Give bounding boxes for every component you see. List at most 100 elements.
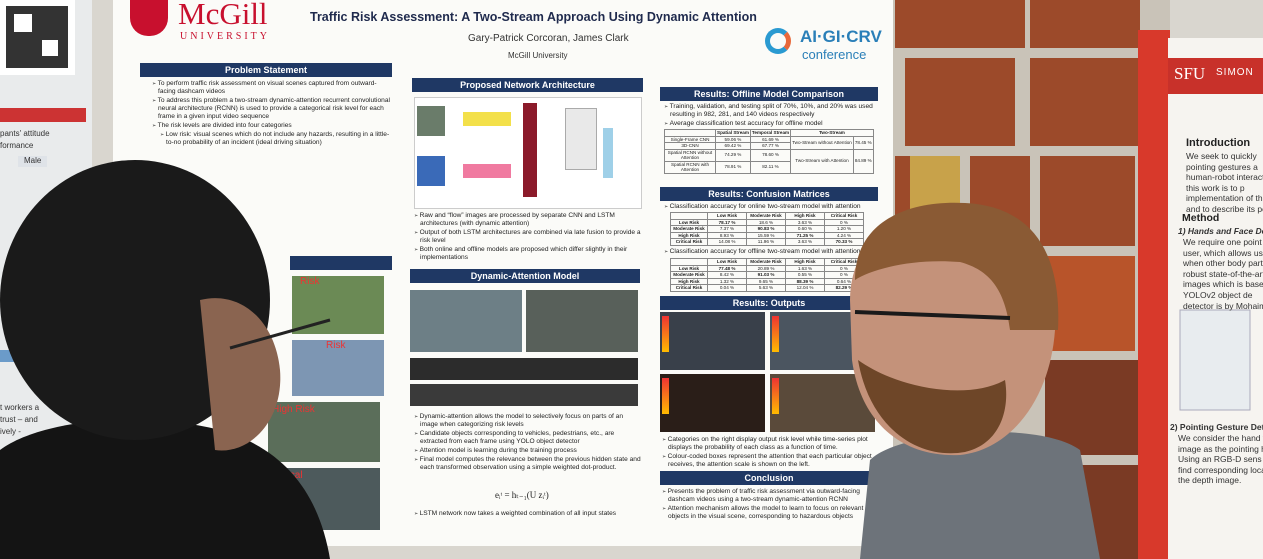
bullet: Raw and “flow” images are processed by s… [412, 212, 642, 228]
table-cell: Spatial RCNN with Attention [664, 160, 716, 174]
comparison-table: Spatial Stream Temporal Stream Two-Stream S… [664, 129, 874, 174]
bullet: Final model computes the relevance betwe… [412, 456, 642, 472]
authors: Gary-Patrick Corcoran, James Clark [468, 33, 629, 44]
risk-label: Risk [326, 340, 346, 351]
table-cell: 70.33 % [824, 238, 864, 246]
hair [855, 202, 1059, 330]
bullet: Low risk: visual scenes which do not inc… [150, 131, 390, 147]
bullet: LSTM network now takes a weighted combin… [412, 510, 642, 518]
bullet: Classification accuracy for online two-s… [662, 203, 880, 211]
confusion-table: Low Risk Moderate Risk High Risk Critical R… [670, 258, 864, 292]
table-row: Critical Risk 14.08 % 11.96 % 3.63 % 70.33 % [670, 238, 864, 246]
sfu-logo-side: SIMON [1216, 67, 1254, 78]
bullet: Categories on the right display output r… [660, 436, 880, 452]
sfu-line: implementation of this [1186, 193, 1263, 204]
bullet: Presents the problem of traffic risk ass… [660, 488, 880, 504]
glasses [229, 318, 331, 350]
conference: AI·GI·CRV [800, 27, 882, 46]
attention-scale [772, 378, 779, 414]
bullet: Average classification test accuracy for… [662, 120, 880, 128]
risk-label: High Risk [272, 404, 315, 415]
sfu-line: We seek to quickly [1186, 151, 1257, 161]
sfu-line: human-robot interacti [1186, 172, 1263, 183]
confusion-table: Low Risk Moderate Risk High Risk Critical R… [670, 212, 864, 246]
sfu-line: this work is to p [1186, 182, 1245, 193]
sfu-text: We consider the hand w image as the point… [1178, 433, 1263, 486]
formula: eᵢᵗ = hₜ₋₁(U zᵢᵗ) [495, 490, 549, 500]
bullet: Dynamic-attention allows the model to se… [412, 413, 642, 429]
sfu-line: images which is based [1183, 279, 1263, 290]
table-row: Low Risk Moderate Risk High Risk Critical R… [670, 258, 864, 266]
table-cell: 84.89 % [852, 148, 874, 174]
logo-sub: UNIVERSITY [180, 31, 270, 42]
sfu-line: pointing gestures a [1186, 161, 1258, 172]
bullet: The risk levels are divided into four ca… [150, 122, 390, 130]
bullet: Attention mechanism allows the model to … [660, 505, 880, 521]
section-text: Categories on the right display output r… [660, 436, 880, 470]
person-left-head [0, 160, 270, 440]
architecture-diagram [414, 97, 642, 209]
section-heading: Proposed Network Architecture [412, 78, 643, 92]
section-text: Dynamic-attention allows the model to se… [412, 413, 642, 473]
section-text: Presents the problem of traffic risk ass… [660, 488, 880, 522]
person-left-face [200, 298, 281, 451]
logo: McGill [178, 0, 268, 31]
left-text: t workers a [0, 403, 40, 412]
section-heading: Problem Statement [140, 63, 392, 77]
sfu-line: robust state-of-the-art [1183, 268, 1263, 279]
sfu-subheading: 2) Pointing Gesture Dete [1170, 422, 1263, 432]
sfu-heading: Introduction [1186, 137, 1251, 149]
section-text: Raw and “flow” images are processed by s… [412, 212, 642, 263]
poster-title: Traffic Risk Assessment: A Two-Stream Ap… [310, 10, 757, 24]
glasses [854, 310, 1011, 320]
sfu-line: Using an RGB-D sens [1178, 454, 1262, 465]
bullet: Classification accuracy for offline two-… [662, 248, 880, 256]
sfu-subheading: 1) Hands and Face De [1178, 226, 1263, 236]
table-row: High Risk 1.32 % 9.65 % 88.39 % 0.64 % [670, 277, 864, 285]
scene [268, 402, 380, 462]
table-row: Spatial RCNN with Attention 78.91 % 82.11 … [664, 160, 874, 174]
section-text: Training, validation, and testing split … [662, 103, 880, 129]
sfu-line: and to describe its per [1186, 203, 1263, 214]
sfu-line: detector is by Mohaime [1183, 300, 1263, 311]
bullet: Colour-coded boxes represent the attenti… [660, 453, 880, 469]
sfu-line: find corresponding loca [1178, 464, 1263, 475]
section-text: Classification accuracy for online two-s… [662, 203, 880, 212]
attention-scale [662, 378, 669, 414]
bullet: Attention model is learning during the t… [412, 447, 642, 455]
left-text: Male [18, 156, 48, 167]
sfu-text: We require one point user, which allows u… [1183, 237, 1263, 311]
table: Low Risk Moderate Risk High Risk Critical R… [670, 212, 864, 246]
left-text: trust – and [0, 415, 38, 424]
table-cell: 82.11 % [749, 160, 792, 174]
sfu-logo: SFU [1174, 64, 1206, 83]
sfu-line: user, which allows us t [1183, 247, 1263, 258]
scene-strip [410, 358, 638, 380]
person-right-shirt [860, 431, 1100, 559]
left-text: pants' attitude [0, 129, 50, 138]
affiliation: McGill University [508, 51, 568, 60]
sfu-line: the depth image. [1178, 475, 1242, 486]
section-heading: Conclusion [660, 471, 878, 485]
beard [858, 360, 1007, 454]
bullet: To perform traffic risk assessment on vi… [150, 80, 390, 96]
section-heading: Results: Confusion Matrices [660, 187, 878, 201]
sfu-heading: Method [1182, 212, 1220, 224]
bullet: Output of both LSTM architectures are co… [412, 229, 642, 245]
section-bar [290, 256, 392, 270]
bullet: Candidate objects corresponding to vehic… [412, 430, 642, 446]
left-text: formance [0, 141, 34, 150]
bullet: Training, validation, and testing split … [662, 103, 880, 119]
attention-scale [662, 316, 669, 352]
section-text: To perform traffic risk assessment on vi… [150, 80, 390, 148]
bullet: Both online and offline models are propo… [412, 246, 642, 262]
table: Spatial Stream Temporal Stream Two-Stream S… [664, 129, 874, 174]
scene [292, 340, 384, 396]
sfu-line: We require one point [1183, 237, 1262, 247]
bullet: To address this problem a two-stream dyn… [150, 97, 390, 121]
sfu-line: We consider the hand w [1178, 433, 1263, 443]
sfu-line: when other body part [1183, 258, 1263, 269]
scene [292, 276, 384, 334]
risk-label: Risk [300, 276, 320, 287]
